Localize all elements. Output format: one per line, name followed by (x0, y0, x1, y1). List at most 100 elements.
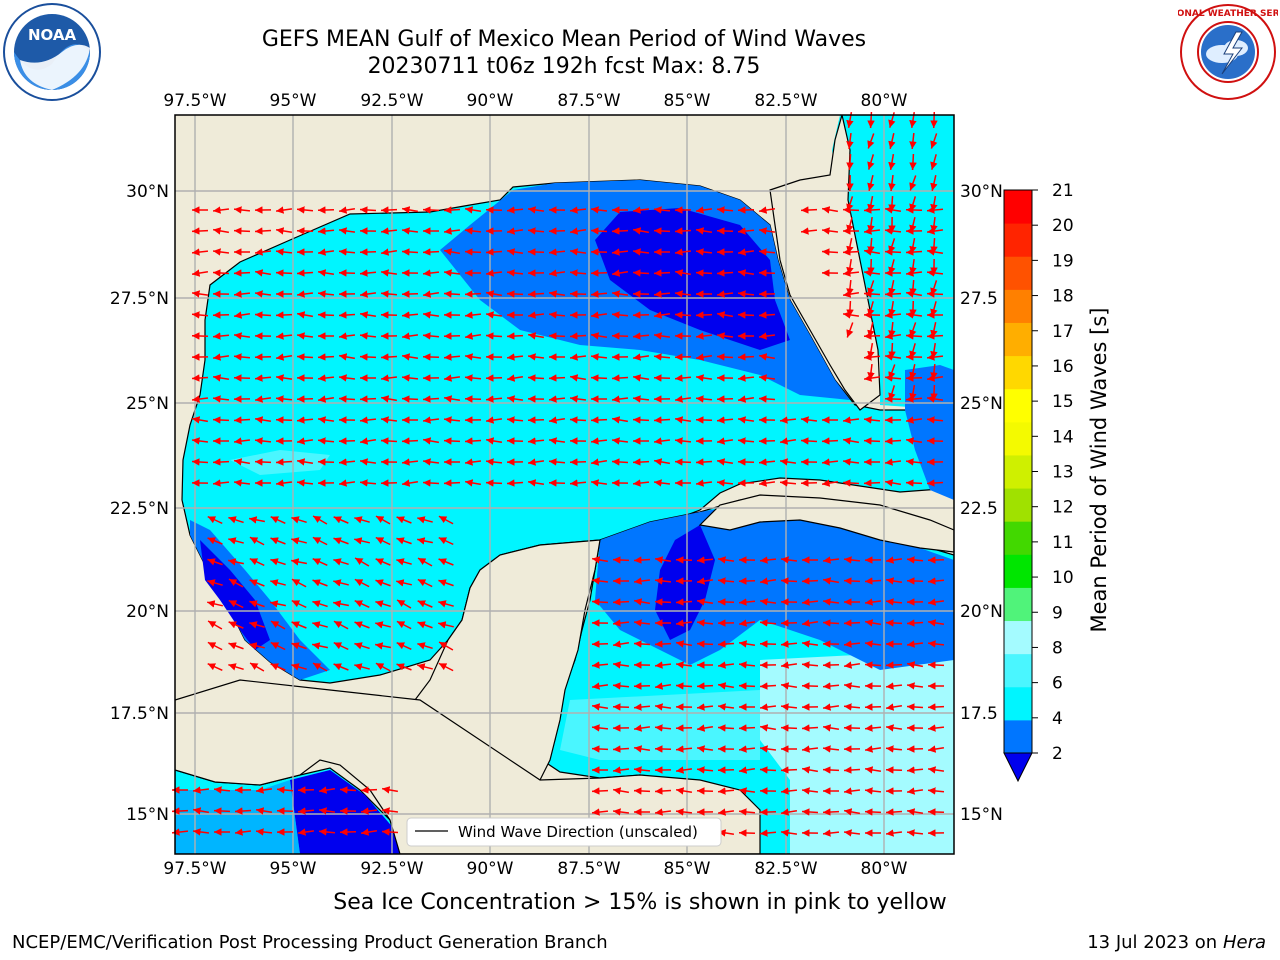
footer-host: Hera (1222, 932, 1266, 953)
wind-arrow (633, 703, 651, 711)
wind-arrow (527, 311, 545, 319)
wind-arrow (888, 300, 896, 318)
colorbar-segment (1004, 454, 1032, 489)
nws-logo-text: NATIONAL WEATHER SERVICE (1178, 9, 1278, 19)
wind-arrow (354, 537, 370, 545)
colorbar-tick-label: 12 (1052, 498, 1074, 518)
wind-arrow (485, 437, 503, 445)
wind-arrow (191, 416, 209, 424)
wind-arrow (233, 353, 251, 361)
colorbar-tick-label: 10 (1052, 568, 1074, 588)
wind-arrow (867, 216, 875, 234)
wind-arrow (438, 621, 454, 629)
wind-arrow (485, 332, 503, 340)
wind-arrow (906, 829, 924, 837)
wind-arrow (548, 479, 566, 487)
wind-arrow (888, 280, 896, 296)
wind-arrow (653, 437, 671, 445)
wind-arrow (653, 332, 671, 340)
wind-arrow (464, 479, 482, 487)
wind-arrow (401, 437, 419, 445)
wind-arrow (548, 416, 566, 424)
wind-arrow (842, 206, 860, 214)
wind-arrow (905, 458, 923, 466)
wind-arrow (780, 766, 798, 774)
wind-arrow (716, 479, 734, 487)
wind-arrow (359, 416, 377, 424)
wind-arrow (821, 227, 839, 235)
wind-arrow (926, 437, 944, 445)
wind-arrow (674, 458, 692, 466)
wind-arrow (611, 374, 629, 382)
colorbar-tick-label: 17 (1052, 322, 1074, 342)
wind-arrow (359, 437, 377, 445)
wind-arrow (276, 807, 294, 815)
wind-arrow (863, 479, 881, 487)
wind-arrow (843, 829, 861, 837)
wind-arrow (927, 619, 945, 627)
wind-arrow (821, 206, 839, 214)
wind-arrow (249, 579, 265, 587)
wind-arrow (333, 537, 349, 545)
wind-arrow (443, 227, 461, 235)
wind-arrow (654, 745, 672, 753)
wind-arrow (506, 479, 524, 487)
wind-arrow (317, 269, 335, 277)
wind-arrow (758, 332, 776, 340)
wind-arrow (738, 682, 756, 690)
wind-arrow (864, 640, 882, 648)
wind-arrow (884, 479, 902, 487)
wind-arrow (380, 479, 398, 487)
wind-arrow (401, 248, 419, 256)
wind-arrow (822, 661, 840, 669)
wind-arrow (228, 578, 244, 588)
wind-arrow (759, 640, 777, 648)
wind-arrow (228, 642, 244, 650)
wind-arrow (296, 227, 314, 235)
wind-arrow (909, 238, 917, 254)
wind-arrow (780, 724, 798, 732)
contour-4s-west (190, 520, 330, 680)
wind-arrow (590, 416, 608, 424)
wind-arrow (909, 364, 917, 380)
wind-arrow (696, 766, 714, 774)
wind-arrow (801, 577, 819, 585)
wind-arrow (527, 206, 545, 214)
wind-arrow (275, 269, 293, 277)
wind-arrow (249, 600, 265, 608)
wind-arrow (695, 269, 713, 277)
wind-arrow (506, 248, 524, 256)
wind-arrow (527, 479, 545, 487)
wind-arrow (354, 578, 370, 588)
wind-arrow (906, 808, 924, 816)
wind-arrow (228, 558, 244, 566)
wind-arrow (674, 269, 692, 277)
wind-arrow (864, 766, 882, 774)
wind-arrow (590, 374, 608, 382)
wind-arrow (422, 290, 440, 298)
noaa-logo-text: NOAA (28, 26, 77, 44)
wind-arrow (801, 724, 819, 732)
wind-arrow (717, 808, 735, 816)
wind-arrow (270, 579, 286, 587)
wind-arrow (207, 579, 223, 587)
wind-arrow (569, 269, 587, 277)
wind-arrow (822, 745, 840, 753)
lon-label-bottom: 95°W (270, 859, 317, 879)
wind-arrow (674, 374, 692, 382)
wind-arrow (738, 829, 756, 837)
wind-arrow (779, 437, 797, 445)
wind-arrow (212, 311, 230, 319)
wind-arrow (633, 556, 651, 564)
wind-arrow (380, 374, 398, 382)
wind-arrow (569, 290, 587, 298)
wind-arrow (674, 290, 692, 298)
wind-arrow (590, 311, 608, 319)
wind-arrow (354, 621, 370, 629)
wind-arrow (737, 206, 755, 214)
wind-arrow (906, 577, 924, 585)
wind-arrow (212, 458, 230, 466)
wind-arrow (800, 206, 818, 214)
colorbar-segment (1004, 686, 1032, 721)
wind-arrow (822, 619, 840, 627)
